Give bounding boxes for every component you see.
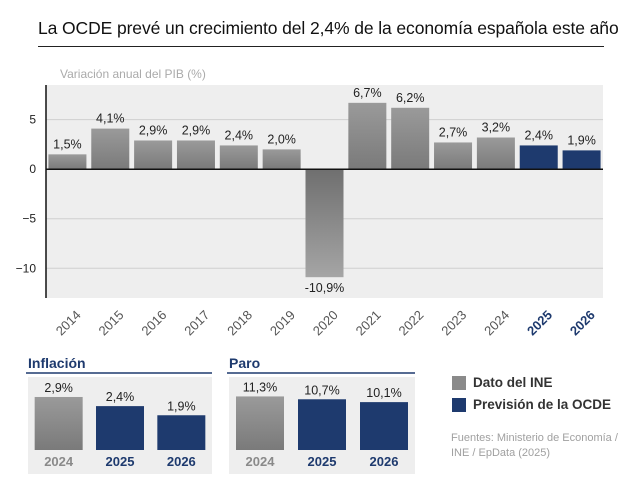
- inflation-title: Inflación: [28, 355, 86, 371]
- unemployment-x-label-2024: 2024: [246, 454, 276, 469]
- x-tick-label-2014: 2014: [53, 307, 84, 338]
- unemployment-data-label-2026: 10,1%: [366, 386, 401, 400]
- data-label-2020: -10,9%: [305, 281, 345, 295]
- bar-2024: [476, 137, 515, 170]
- y-tick-label: −5: [22, 212, 36, 226]
- unemployment-data-label-2025: 10,7%: [304, 383, 339, 397]
- bar-2016: [134, 140, 173, 170]
- legend-ine-swatch: [452, 376, 466, 390]
- inflation-data-label-2025: 2,4%: [106, 390, 135, 404]
- inflation-x-label-2024: 2024: [44, 454, 74, 469]
- x-tick-label-2021: 2021: [353, 307, 384, 338]
- data-label-2023: 2,7%: [439, 125, 468, 139]
- x-tick-label-2017: 2017: [181, 307, 212, 338]
- unemployment-bar-2026: [360, 402, 408, 450]
- data-label-2015: 4,1%: [96, 112, 125, 126]
- data-label-2018: 2,4%: [225, 128, 254, 142]
- legend-ocde-swatch: [452, 398, 466, 412]
- inflation-data-label-2024: 2,9%: [44, 381, 73, 395]
- unemployment-x-label-2025: 2025: [308, 454, 337, 469]
- bar-2026: [562, 150, 601, 170]
- data-label-2021: 6,7%: [353, 86, 382, 100]
- x-tick-label-2015: 2015: [96, 307, 127, 338]
- bar-2020: [305, 169, 344, 278]
- x-tick-label-2023: 2023: [438, 307, 469, 338]
- x-tick-label-2025: 2025: [524, 307, 555, 338]
- x-tick-label-2020: 2020: [310, 307, 341, 338]
- bar-2023: [434, 142, 473, 170]
- x-tick-label-2018: 2018: [224, 307, 255, 338]
- x-tick-label-2024: 2024: [481, 307, 512, 338]
- bar-2015: [91, 128, 130, 170]
- chart-title: La OCDE prevé un crecimiento del 2,4% de…: [38, 18, 619, 38]
- x-tick-label-2019: 2019: [267, 307, 298, 338]
- x-tick-label-2022: 2022: [395, 307, 426, 338]
- data-label-2017: 2,9%: [182, 123, 211, 137]
- bar-2017: [176, 140, 215, 170]
- bar-2021: [348, 102, 387, 170]
- inflation-chart: Inflación 2,9% 2024 2,4% 2025 1,9% 2026: [26, 355, 212, 474]
- inflation-x-label-2026: 2026: [167, 454, 196, 469]
- inflation-bar-2024: [34, 396, 83, 450]
- inflation-bar-2025: [96, 406, 144, 450]
- legend-ocde-label: Previsión de la OCDE: [473, 397, 612, 412]
- data-label-2026: 1,9%: [567, 133, 596, 147]
- legend-ine-label: Dato del INE: [473, 375, 553, 390]
- x-tick-label-2016: 2016: [138, 307, 169, 338]
- data-label-2024: 3,2%: [482, 121, 511, 135]
- y-tick-label: 5: [29, 113, 36, 127]
- unemployment-chart: Paro 11,3% 2024 10,7% 2025 10,1% 2026: [227, 355, 415, 474]
- data-label-2014: 1,5%: [53, 137, 82, 151]
- bar-2022: [391, 107, 430, 170]
- unemployment-data-label-2024: 11,3%: [243, 380, 278, 394]
- y-axis-title: Variación anual del PIB (%): [60, 67, 206, 81]
- inflation-data-label-2026: 1,9%: [167, 399, 196, 413]
- y-tick-label: 0: [29, 162, 36, 176]
- data-label-2025: 2,4%: [524, 128, 553, 142]
- gdp-chart: Variación anual del PIB (%) −10 −5 0 5 1,5% 20…: [16, 67, 603, 338]
- data-label-2022: 6,2%: [396, 91, 425, 105]
- bar-2019: [262, 149, 301, 170]
- title-divider: [38, 46, 604, 47]
- y-tick-label: −10: [16, 261, 37, 275]
- inflation-x-label-2025: 2025: [106, 454, 135, 469]
- unemployment-bar-2024: [236, 396, 284, 450]
- unemployment-title: Paro: [229, 355, 260, 371]
- data-label-2019: 2,0%: [267, 132, 296, 146]
- bar-2014: [48, 154, 87, 170]
- unemployment-bar-2025: [298, 399, 346, 450]
- unemployment-x-label-2026: 2026: [370, 454, 399, 469]
- inflation-bar-2026: [157, 415, 206, 450]
- bar-2018: [219, 145, 258, 170]
- data-label-2016: 2,9%: [139, 123, 168, 137]
- bar-2025: [519, 145, 558, 170]
- sources-note: Fuentes: Ministerio de Economía / INE / …: [451, 432, 618, 459]
- x-tick-label-2026: 2026: [567, 307, 598, 338]
